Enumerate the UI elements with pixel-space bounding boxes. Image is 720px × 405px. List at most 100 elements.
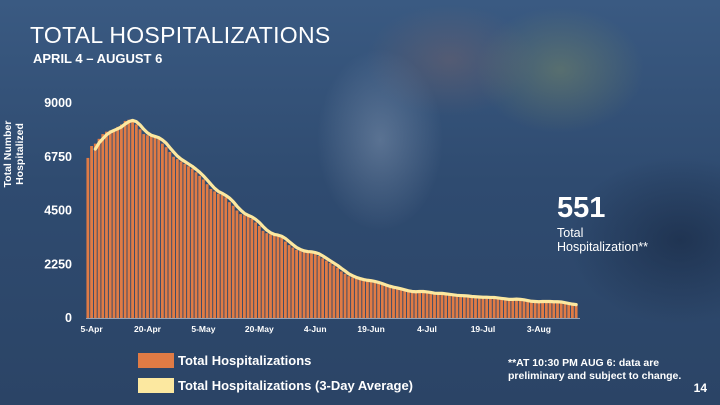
- bar: [477, 297, 481, 318]
- bar: [153, 137, 157, 318]
- bar: [444, 294, 448, 318]
- bar: [179, 161, 183, 318]
- bar: [291, 247, 295, 318]
- bar: [239, 214, 243, 318]
- bar: [410, 291, 414, 318]
- bar: [101, 134, 105, 318]
- bar: [537, 301, 541, 318]
- bar: [142, 134, 146, 318]
- bar: [194, 172, 198, 318]
- bar: [440, 293, 444, 318]
- total-hospitalizations-label: Total Hospitalization**: [557, 226, 649, 254]
- bar: [175, 159, 179, 318]
- bar: [149, 136, 153, 318]
- bar: [358, 279, 362, 318]
- preliminary-data-note: **AT 10:30 PM AUG 6: data are preliminar…: [508, 357, 682, 382]
- bar: [105, 131, 108, 318]
- bar: [362, 280, 366, 318]
- bar: [567, 304, 571, 318]
- bar: [265, 233, 269, 318]
- bar: [246, 216, 250, 318]
- bar: [559, 302, 563, 318]
- bar: [242, 215, 246, 318]
- x-tick-label: 5-Apr: [80, 324, 103, 334]
- x-tick-label: 20-May: [245, 324, 274, 334]
- bar: [515, 298, 518, 318]
- bar: [552, 301, 556, 318]
- x-tick-label: 5-May: [191, 324, 215, 334]
- y-tick-label: 9000: [44, 96, 72, 110]
- bar: [213, 191, 216, 318]
- bar: [369, 281, 373, 318]
- bar: [112, 129, 116, 318]
- bar: [287, 245, 291, 318]
- bar: [138, 129, 142, 318]
- bar: [168, 151, 172, 318]
- bar: [269, 234, 272, 318]
- bar: [354, 278, 358, 318]
- bar: [481, 297, 485, 318]
- bar: [503, 299, 507, 318]
- bar: [384, 286, 388, 318]
- bar: [365, 280, 369, 318]
- bar: [526, 301, 530, 318]
- bar: [343, 273, 347, 318]
- bar: [373, 282, 377, 318]
- bar: [116, 126, 120, 318]
- bar: [295, 249, 298, 318]
- bar: [134, 124, 138, 318]
- bar: [533, 301, 537, 318]
- legend-label-average: Total Hospitalizations (3-Day Average): [178, 378, 414, 393]
- bar: [313, 253, 317, 318]
- bar: [541, 301, 544, 318]
- bar: [205, 184, 209, 318]
- bar: [187, 166, 190, 318]
- bar: [548, 301, 552, 318]
- bar: [228, 202, 231, 318]
- y-tick-label: 0: [65, 311, 72, 325]
- y-tick-label: 6750: [44, 150, 72, 164]
- bar: [220, 194, 224, 318]
- bar: [317, 255, 321, 318]
- bar: [436, 293, 440, 318]
- bar: [119, 124, 123, 318]
- bar: [459, 295, 462, 318]
- bar: [429, 293, 433, 318]
- bar: [276, 235, 280, 318]
- bar: [336, 267, 339, 318]
- bar: [574, 304, 578, 318]
- bar: [146, 135, 149, 318]
- bar: [556, 301, 559, 318]
- bar: [392, 287, 395, 318]
- bar: [455, 295, 459, 318]
- x-tick-label: 19-Jul: [471, 324, 496, 334]
- bar: [522, 300, 526, 318]
- bar: [421, 291, 425, 318]
- bar: [418, 291, 421, 318]
- bar-series: [86, 119, 578, 318]
- page-title: TOTAL HOSPITALIZATIONS: [30, 22, 331, 48]
- bar: [235, 210, 239, 318]
- date-range-subtitle: APRIL 4 – AUGUST 6: [33, 51, 163, 66]
- bar: [254, 222, 257, 318]
- bar: [127, 119, 131, 318]
- bar: [190, 168, 194, 318]
- bar: [395, 288, 399, 318]
- legend-label-total: Total Hospitalizations: [178, 353, 312, 368]
- bar: [570, 304, 574, 318]
- legend-swatch-average: [138, 378, 174, 393]
- bar: [261, 230, 265, 318]
- bar: [380, 285, 384, 318]
- bar: [209, 189, 213, 318]
- bar: [324, 260, 328, 318]
- bar: [500, 298, 503, 318]
- bar: [164, 147, 168, 318]
- bar: [224, 197, 228, 318]
- bar: [518, 299, 522, 318]
- x-tick-label: 20-Apr: [134, 324, 162, 334]
- y-tick-label: 2250: [44, 257, 72, 271]
- bar: [157, 138, 161, 318]
- bar: [160, 143, 164, 318]
- bar: [511, 299, 515, 318]
